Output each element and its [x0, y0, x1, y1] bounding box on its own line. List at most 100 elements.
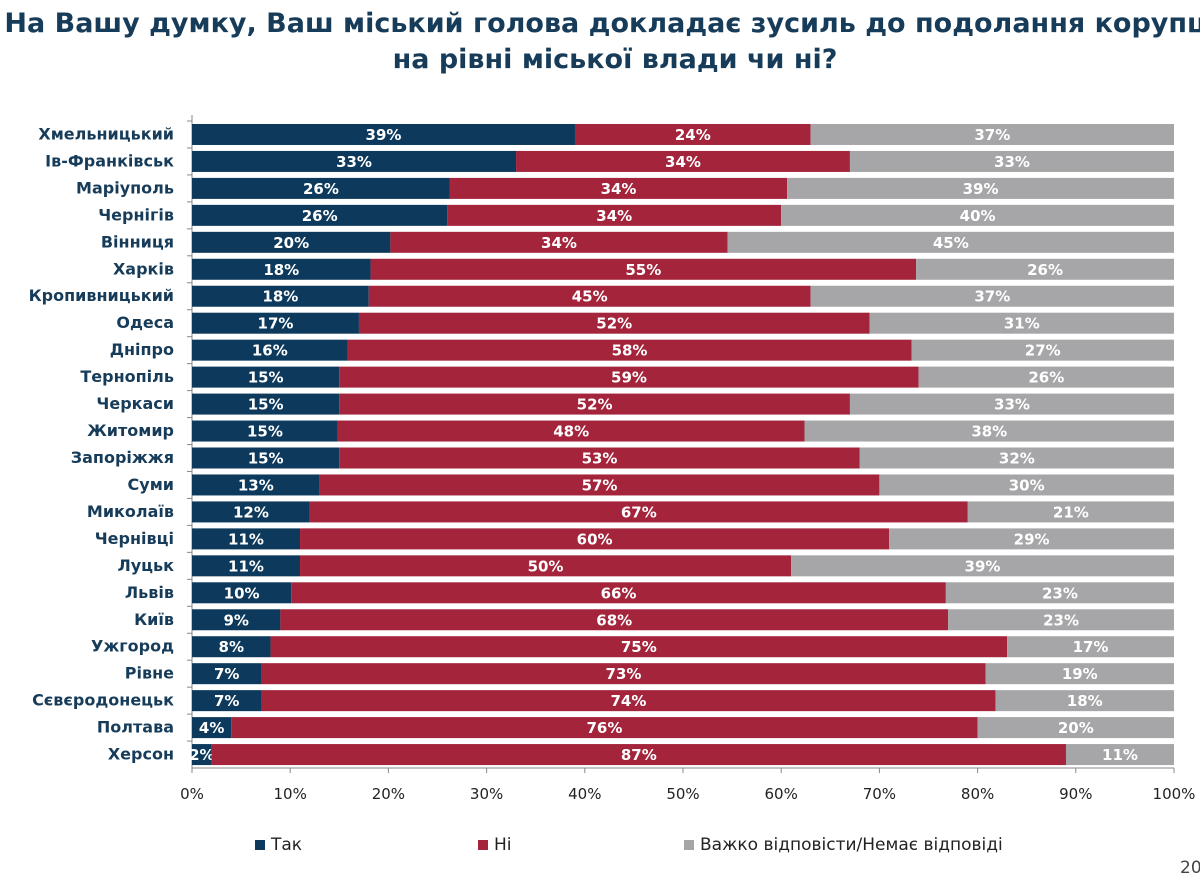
data-label: 34%	[596, 207, 632, 225]
data-label: 68%	[596, 611, 632, 629]
x-tick-label: 10%	[274, 785, 307, 803]
category-label: Ужгород	[91, 637, 174, 656]
bar-segment	[967, 501, 1174, 523]
data-label: 18%	[263, 261, 299, 279]
category-label: Харків	[113, 259, 174, 278]
bar-segment	[192, 555, 301, 577]
legend-label: Так	[271, 835, 303, 855]
data-label: 7%	[214, 692, 239, 710]
data-label: 11%	[228, 530, 264, 548]
data-label: 33%	[994, 396, 1030, 414]
data-label: 2%	[189, 746, 214, 764]
legend-swatch	[255, 840, 265, 850]
category-label: Сєвєродонецьк	[32, 691, 174, 710]
bar-segment	[300, 555, 792, 577]
bar-segment	[358, 312, 870, 334]
bar-segment	[339, 447, 860, 469]
bar-segment	[192, 204, 448, 226]
category-label: Черкаси	[96, 394, 174, 413]
bar-segment	[339, 366, 919, 388]
data-label: 15%	[248, 396, 284, 414]
data-label: 87%	[621, 746, 657, 764]
data-label: 23%	[1043, 611, 1079, 629]
data-label: 17%	[258, 315, 294, 333]
data-label: 13%	[238, 476, 274, 494]
data-label: 9%	[223, 611, 248, 629]
x-tick-label: 20%	[372, 785, 405, 803]
category-label: Тернопіль	[80, 367, 174, 386]
data-label: 73%	[606, 665, 642, 683]
data-label: 32%	[999, 450, 1035, 468]
bar-segment	[810, 285, 1174, 307]
bar-segment	[300, 528, 890, 550]
bar-segment	[911, 339, 1174, 361]
x-tick-label: 40%	[568, 785, 601, 803]
bar-segment	[945, 582, 1174, 604]
data-label: 21%	[1053, 503, 1089, 521]
bar-segment	[889, 528, 1174, 550]
bar-segment	[231, 717, 978, 739]
data-label: 27%	[1025, 342, 1061, 360]
data-label: 58%	[612, 342, 648, 360]
bar-segment	[948, 609, 1174, 631]
data-label: 4%	[199, 719, 224, 737]
data-label: 55%	[625, 261, 661, 279]
data-label: 20%	[1058, 719, 1094, 737]
x-tick-label: 50%	[666, 785, 699, 803]
bar-segment	[309, 501, 968, 523]
bar-segment	[192, 636, 271, 658]
data-label: 31%	[1004, 315, 1040, 333]
bar-segment	[879, 474, 1174, 496]
bar-segment	[849, 393, 1174, 415]
bar-segment	[192, 366, 340, 388]
bar-segment	[192, 609, 281, 631]
data-label: 33%	[994, 153, 1030, 171]
bar-segment	[995, 690, 1174, 712]
data-label: 15%	[248, 450, 284, 468]
bar-segment	[192, 447, 340, 469]
bar-segment	[192, 717, 232, 739]
bar-segment	[291, 582, 946, 604]
category-label: Житомир	[87, 421, 174, 440]
bar-segment	[192, 420, 338, 442]
data-label: 15%	[248, 369, 284, 387]
data-label: 7%	[214, 665, 239, 683]
data-label: 8%	[219, 638, 244, 656]
bar-segment	[859, 447, 1174, 469]
category-label: Суми	[128, 475, 174, 494]
bar-segment	[192, 690, 262, 712]
data-label: 26%	[1027, 261, 1063, 279]
data-label: 53%	[582, 450, 618, 468]
x-tick-label: 70%	[863, 785, 896, 803]
bar-segment	[347, 339, 912, 361]
bar-segment	[192, 582, 292, 604]
data-label: 20%	[273, 234, 309, 252]
x-tick-label: 80%	[961, 785, 994, 803]
legend-swatch	[684, 840, 694, 850]
data-label: 39%	[965, 557, 1001, 575]
x-tick-label: 0%	[180, 785, 204, 803]
data-label: 38%	[971, 423, 1007, 441]
bar-segment	[192, 177, 450, 199]
data-label: 75%	[621, 638, 657, 656]
data-label: 24%	[675, 126, 711, 144]
category-label: Полтава	[97, 718, 174, 737]
data-label: 34%	[541, 234, 577, 252]
category-label: Одеса	[116, 313, 174, 332]
data-label: 15%	[247, 423, 283, 441]
bar-segment	[319, 474, 880, 496]
bar-segment	[781, 204, 1174, 226]
data-label: 60%	[577, 530, 613, 548]
data-label: 33%	[336, 153, 372, 171]
category-label: Кропивницький	[29, 286, 174, 305]
bar-segment	[370, 258, 917, 280]
bar-segment	[368, 285, 811, 307]
data-label: 34%	[665, 153, 701, 171]
category-label: Чернігів	[98, 205, 174, 224]
legend-swatch	[478, 840, 488, 850]
category-label: Ів-Франківськ	[45, 151, 174, 170]
data-label: 45%	[572, 288, 608, 306]
category-label: Луцьк	[117, 556, 174, 575]
bar-segment	[270, 636, 1008, 658]
chart-title: На Вашу думку, Ваш міський голова доклад…	[4, 8, 1200, 75]
